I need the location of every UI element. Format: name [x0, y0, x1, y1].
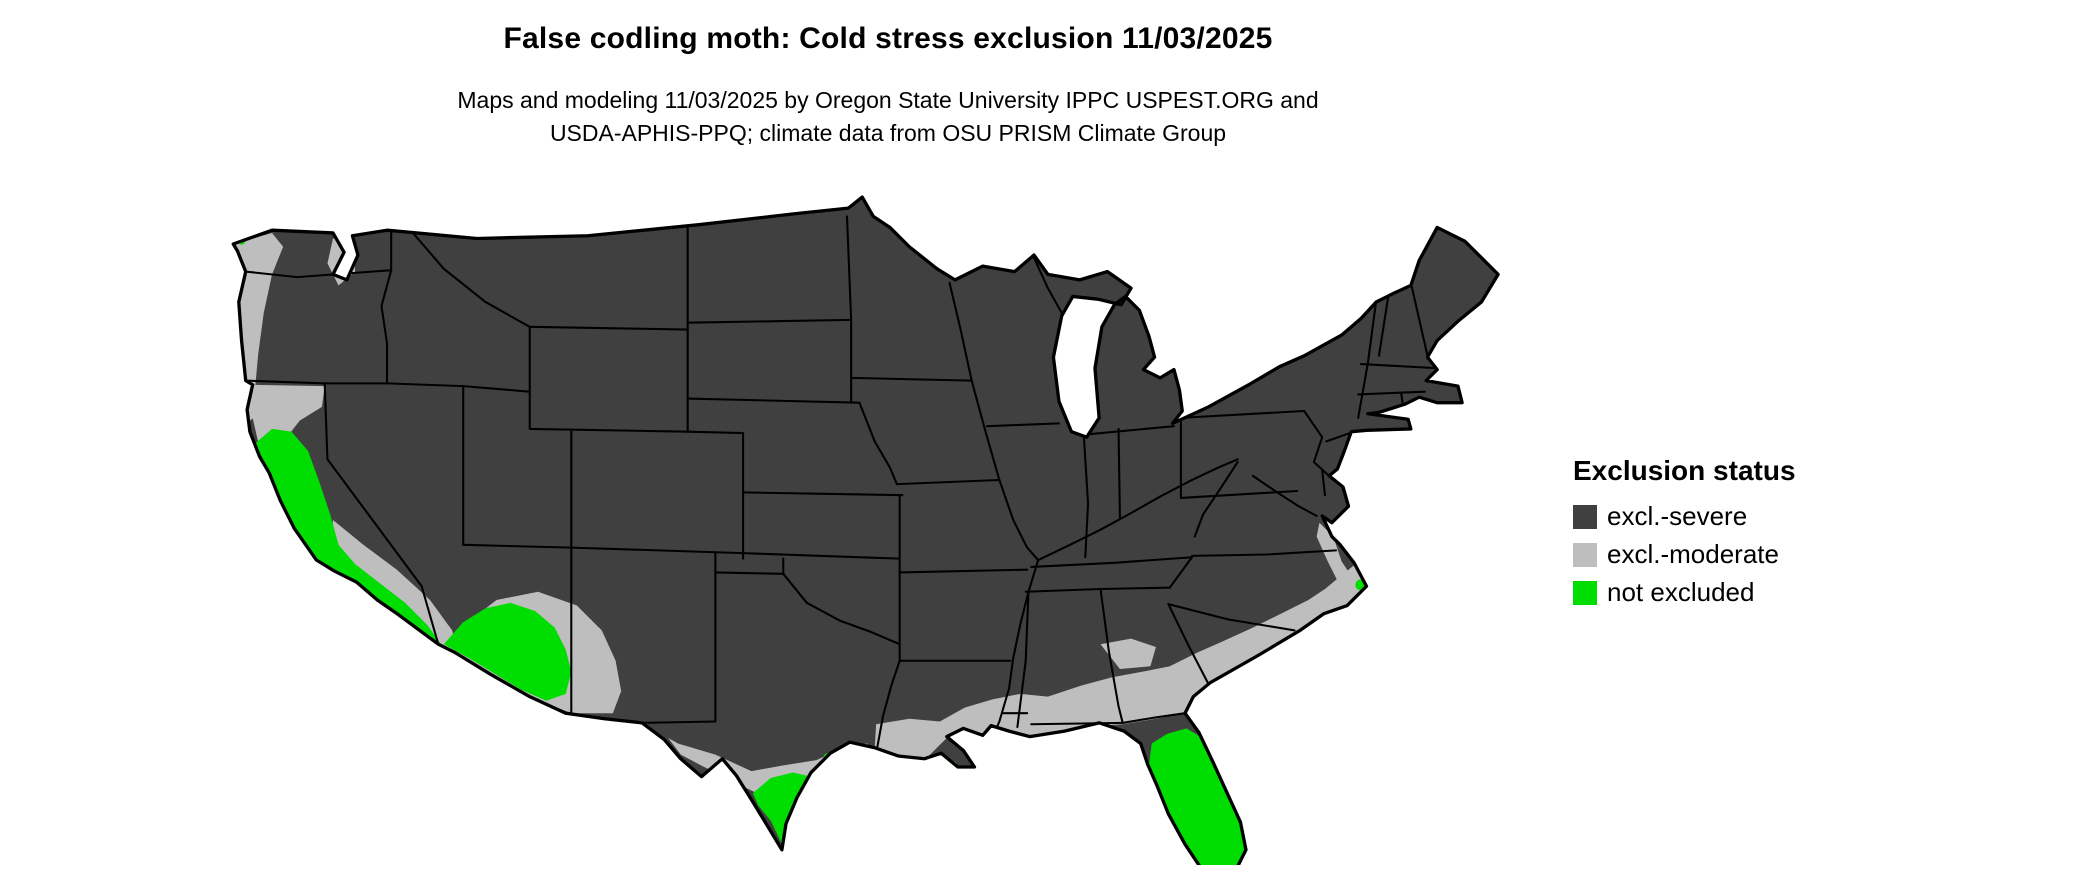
legend-label-not-excluded: not excluded [1607, 577, 1755, 607]
legend-label-severe: excl.-severe [1607, 501, 1748, 531]
us-outline [231, 195, 1500, 865]
map-base-severe [233, 197, 1499, 865]
us-map-container [200, 175, 1530, 865]
map-title: False codling moth: Cold stress exclusio… [503, 22, 1273, 55]
us-map [231, 195, 1500, 865]
legend-label-moderate: excl.-moderate [1607, 539, 1779, 569]
plot-header: False codling moth: Cold stress exclusio… [0, 22, 1776, 150]
legend-item: excl.-moderate [1573, 539, 1796, 570]
legend-item: not excluded [1573, 577, 1796, 608]
legend: Exclusion status excl.-severe excl.-mode… [1573, 455, 1796, 615]
map-credits-line2: USDA-APHIS-PPQ; climate data from OSU PR… [549, 120, 1227, 146]
map-credits: Maps and modeling 11/03/2025 by Oregon S… [0, 84, 1776, 150]
legend-swatch-not-excluded [1573, 580, 1597, 605]
map-credits-line1: Maps and modeling 11/03/2025 by Oregon S… [457, 87, 1319, 113]
legend-swatch-moderate [1573, 542, 1597, 567]
legend-swatch-severe [1573, 504, 1597, 529]
legend-item: excl.-severe [1573, 501, 1796, 532]
state-borders [244, 215, 1439, 748]
legend-title: Exclusion status [1573, 455, 1796, 486]
